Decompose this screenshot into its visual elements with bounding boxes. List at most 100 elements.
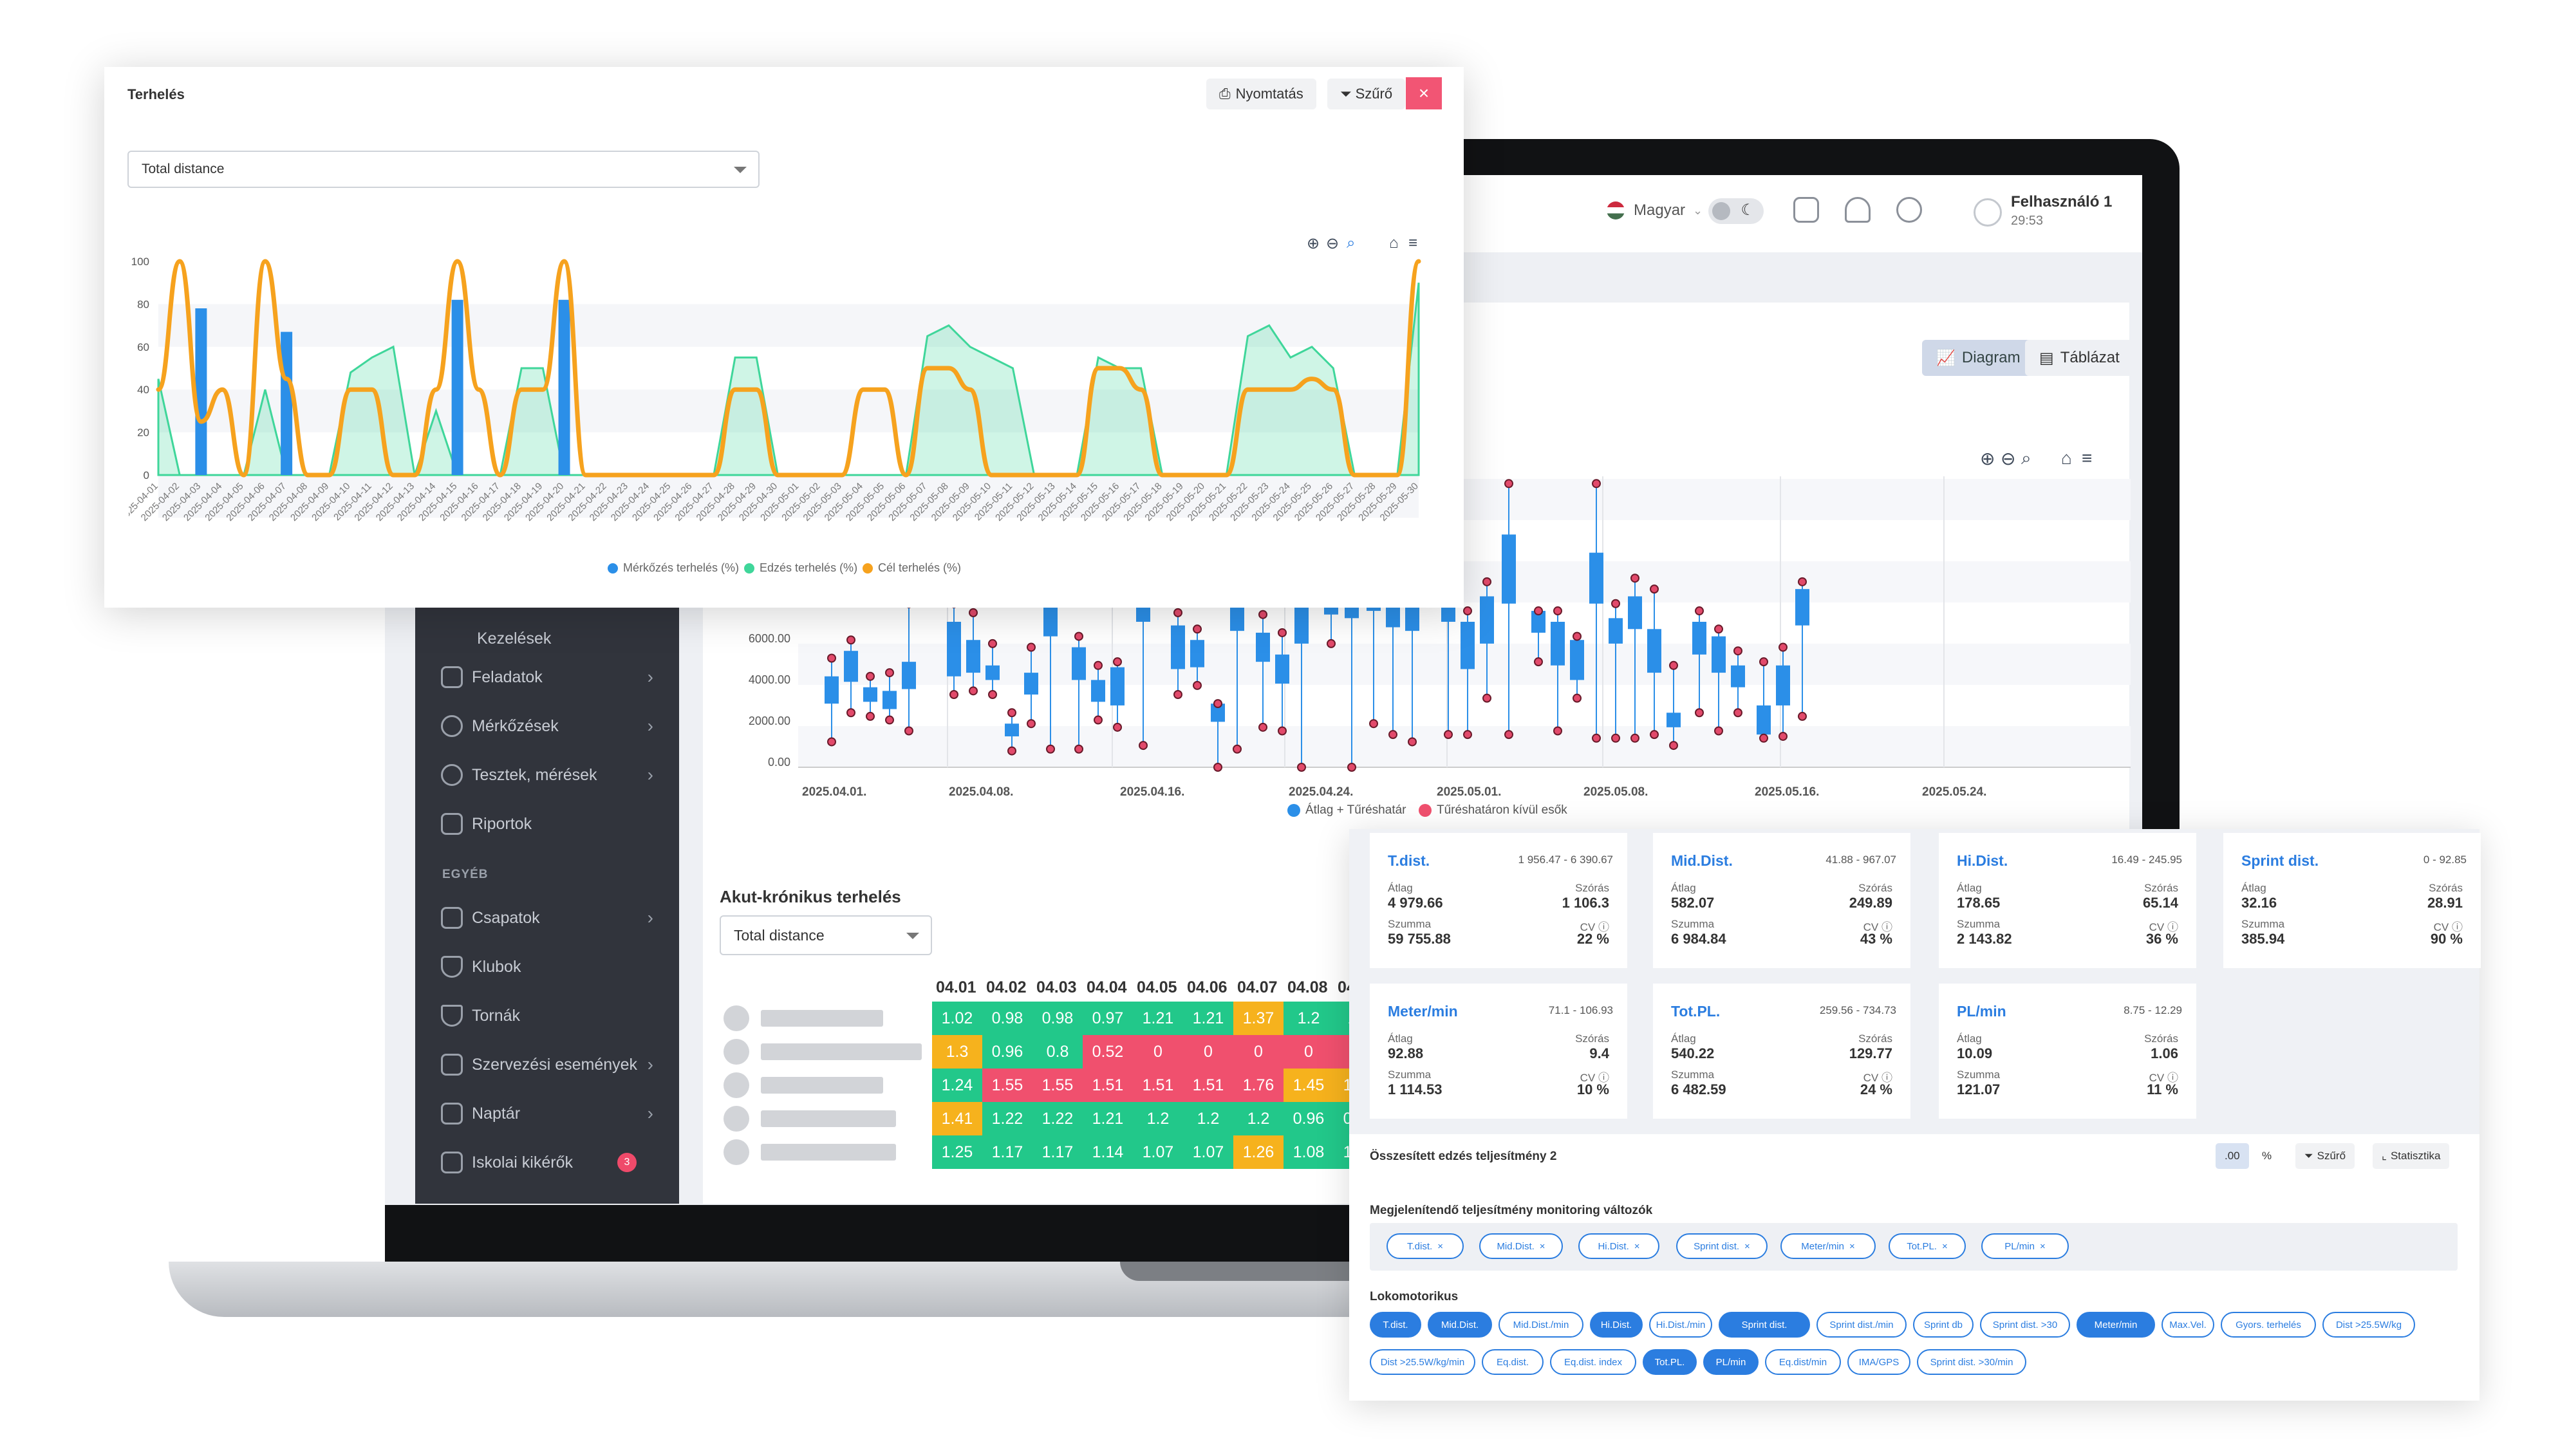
heatmap-cell[interactable]: 1.24 <box>932 1069 982 1102</box>
loco-chip[interactable]: Dist >25.5W/kg <box>2322 1312 2415 1338</box>
bell-icon[interactable] <box>1845 197 1871 223</box>
sidebar-item-tornak[interactable]: Tornák <box>441 1003 660 1029</box>
close-icon[interactable]: × <box>1941 1240 1948 1252</box>
close-icon[interactable]: × <box>2039 1240 2046 1252</box>
close-icon[interactable]: × <box>1849 1240 1855 1252</box>
loco-chip[interactable]: Hi.Dist. <box>1590 1312 1643 1338</box>
acute-metric-select[interactable]: Total distance <box>720 915 932 955</box>
heatmap-row-player[interactable] <box>724 1106 896 1132</box>
table-view-button[interactable]: ▤ Táblázat <box>2025 340 2134 376</box>
sidebar-item-merkozesek[interactable]: Mérkőzések › <box>441 713 660 739</box>
heatmap-cell[interactable]: 0.97 <box>1083 1002 1133 1035</box>
legend-target[interactable]: Cél terhelés (%) <box>863 561 961 575</box>
heatmap-cell[interactable]: 0.8 <box>1032 1035 1083 1069</box>
monitor-chip[interactable]: T.dist. × <box>1387 1233 1464 1259</box>
language-selector[interactable]: Magyar ⌄ <box>1607 201 1703 219</box>
heatmap-cell[interactable]: 1.25 <box>932 1135 982 1169</box>
heatmap-cell[interactable]: 1.17 <box>982 1135 1032 1169</box>
heatmap-cell[interactable]: 0.96 <box>1284 1102 1334 1135</box>
gear-icon[interactable] <box>1896 197 1922 223</box>
sidebar-item-feladatok[interactable]: Feladatok › <box>441 664 660 690</box>
menu-icon[interactable]: ≡ <box>2082 448 2093 468</box>
heatmap-cell[interactable]: 0 <box>1284 1035 1334 1069</box>
home-icon[interactable]: ⌂ <box>2061 448 2072 468</box>
sidebar-item-klubok[interactable]: Klubok <box>441 954 660 980</box>
statistics-button[interactable]: ⌞ Statisztika <box>2373 1143 2450 1169</box>
print-button[interactable]: ⎙ Nyomtatás <box>1206 79 1316 109</box>
heatmap-cell[interactable]: 1.07 <box>1183 1135 1233 1169</box>
heatmap-cell[interactable]: 0 <box>1233 1035 1284 1069</box>
sidebar-item-kezelesek[interactable]: Kezelések <box>477 629 552 648</box>
heatmap-cell[interactable]: 0.96 <box>982 1035 1032 1069</box>
heatmap-cell[interactable]: 1.26 <box>1233 1135 1284 1169</box>
heatmap-cell[interactable]: 1.08 <box>1284 1135 1334 1169</box>
monitor-chip[interactable]: Sprint dist. × <box>1676 1233 1768 1259</box>
monitor-chip[interactable]: Mid.Dist. × <box>1479 1233 1563 1259</box>
loco-chip[interactable]: Meter/min <box>2077 1312 2155 1338</box>
heatmap-cell[interactable]: 0.98 <box>982 1002 1032 1035</box>
legend-training[interactable]: Edzés terhelés (%) <box>744 561 857 575</box>
magnifier-icon[interactable]: ⌕ <box>2021 448 2031 468</box>
loco-chip[interactable]: IMA/GPS <box>1847 1349 1910 1375</box>
contact-icon[interactable] <box>1793 197 1819 223</box>
zoom-out-icon[interactable]: ⊖ <box>2001 449 2016 469</box>
zoom-in-icon[interactable]: ⊕ <box>1980 449 1995 469</box>
heatmap-row-player[interactable] <box>724 1139 896 1165</box>
loco-chip[interactable]: Sprint dist./min <box>1816 1312 1907 1338</box>
heatmap-cell[interactable]: 1.2 <box>1284 1002 1334 1035</box>
boxplot-legend-outliers[interactable]: Tűréshatáron kívül esők <box>1419 803 1567 817</box>
heatmap-cell[interactable]: 1.2 <box>1133 1102 1183 1135</box>
monitor-chip[interactable]: Meter/min × <box>1780 1233 1876 1259</box>
heatmap-cell[interactable]: 1.21 <box>1083 1102 1133 1135</box>
avatar[interactable] <box>1974 198 2002 227</box>
loco-chip[interactable]: Sprint dist. >30 <box>1980 1312 2070 1338</box>
heatmap-cell[interactable]: 1.3 <box>932 1035 982 1069</box>
heatmap-cell[interactable]: 1.2 <box>1183 1102 1233 1135</box>
heatmap-cell[interactable]: 1.02 <box>932 1002 982 1035</box>
loco-chip[interactable]: Tot.PL. <box>1643 1349 1697 1375</box>
heatmap-cell[interactable]: 1.55 <box>1032 1069 1083 1102</box>
heatmap-row-player[interactable] <box>724 1005 883 1031</box>
loco-chip[interactable]: Max.Vel. <box>2162 1312 2214 1338</box>
close-icon[interactable]: × <box>1634 1240 1640 1252</box>
sidebar-item-iskolai[interactable]: Iskolai kikérők 3 <box>441 1150 660 1175</box>
close-button[interactable]: × <box>1406 77 1442 109</box>
heatmap-cell[interactable]: 1.55 <box>982 1069 1032 1102</box>
heatmap-cell[interactable]: 1.51 <box>1133 1069 1183 1102</box>
decimal-toggle[interactable]: .00 <box>2216 1143 2249 1169</box>
heatmap-cell[interactable]: 1.41 <box>932 1102 982 1135</box>
magnifier-icon[interactable]: ⌕ <box>1347 234 1356 252</box>
diagram-view-button[interactable]: 📈 Diagram <box>1922 340 2035 376</box>
heatmap-cell[interactable]: 1.2 <box>1233 1102 1284 1135</box>
close-icon[interactable]: × <box>1744 1240 1750 1252</box>
heatmap-cell[interactable]: 1.21 <box>1133 1002 1183 1035</box>
heatmap-cell[interactable]: 1.22 <box>1032 1102 1083 1135</box>
perf-filter-button[interactable]: ⏷ Szűrő <box>2295 1143 2355 1169</box>
heatmap-cell[interactable]: 1.21 <box>1183 1002 1233 1035</box>
loco-chip[interactable]: Hi.Dist./min <box>1649 1312 1712 1338</box>
loco-chip[interactable]: Eq.dist. index <box>1550 1349 1636 1375</box>
dark-mode-toggle[interactable]: ☾ <box>1708 198 1764 224</box>
sidebar-item-szervezesi[interactable]: Szervezési események › <box>441 1052 660 1078</box>
loco-chip[interactable]: PL/min <box>1703 1349 1759 1375</box>
zoom-out-icon[interactable]: ⊖ <box>1326 235 1340 252</box>
loco-chip[interactable]: Dist >25.5W/kg/min <box>1370 1349 1475 1375</box>
loco-chip[interactable]: T.dist. <box>1370 1312 1421 1338</box>
heatmap-cell[interactable]: 1.76 <box>1233 1069 1284 1102</box>
heatmap-cell[interactable]: 0.98 <box>1032 1002 1083 1035</box>
heatmap-cell[interactable]: 1.37 <box>1233 1002 1284 1035</box>
close-icon[interactable]: × <box>1539 1240 1545 1252</box>
filter-button[interactable]: ⏷ Szűrő <box>1327 79 1406 109</box>
heatmap-cell[interactable]: 1.07 <box>1133 1135 1183 1169</box>
loco-chip[interactable]: Mid.Dist./min <box>1499 1312 1583 1338</box>
heatmap-cell[interactable]: 1.22 <box>982 1102 1032 1135</box>
home-icon[interactable]: ⌂ <box>1389 234 1399 252</box>
loco-chip[interactable]: Gyors. terhelés <box>2221 1312 2316 1338</box>
loco-chip[interactable]: Eq.dist/min <box>1765 1349 1841 1375</box>
monitor-chip[interactable]: Hi.Dist. × <box>1578 1233 1659 1259</box>
heatmap-row-player[interactable] <box>724 1072 883 1098</box>
loco-chip[interactable]: Sprint dist. <box>1719 1312 1810 1338</box>
sidebar-item-riportok[interactable]: Riportok <box>441 811 660 837</box>
heatmap-cell[interactable]: 1.45 <box>1284 1069 1334 1102</box>
heatmap-row-player[interactable] <box>724 1039 922 1065</box>
